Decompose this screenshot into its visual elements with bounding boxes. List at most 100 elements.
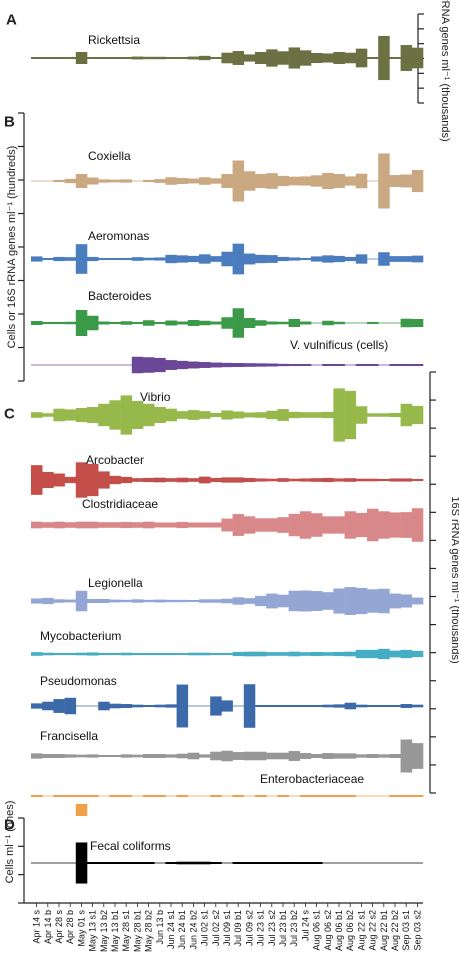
bar-aeromonas-12 [165,254,177,264]
panel-letter-a: A [6,11,17,28]
bar-vibrio-21 [266,410,278,420]
bar-coxiella-17 [221,173,233,189]
bar-clostridiaceae-27 [333,516,345,534]
bar-francisella-27 [333,753,345,759]
bar-mycobacterium-3 [64,652,77,656]
bar-coxiella-23 [288,176,301,186]
bar-arcobacter-1 [42,471,54,489]
bar-clostridiaceae-5 [87,521,99,529]
bar-pseudomonas-0 [31,703,43,709]
bar-fecal-coliforms-24 [299,862,312,864]
bar-vibrio-30 [367,413,379,417]
series-label-rickettsia: Rickettsia [88,33,140,47]
bar-vibrio-10 [143,403,155,427]
bar-bacteroides-8 [120,321,133,325]
sample-label: Aug 06 s1 [312,910,322,951]
bar-legionella-7 [109,599,121,603]
bar-fecal-coliforms-7 [109,862,121,864]
bar-bacteroides-33 [400,318,413,328]
bar-aeromonas-1 [42,258,54,260]
bar-clostridiaceae-33 [400,512,413,538]
bar-mycobacterium-26 [322,652,334,656]
bar-enterobacteriaceae-20 [255,795,267,797]
bar-coxiella-13 [176,178,189,184]
bar-clostridiaceae-10 [143,521,155,529]
bar-aeromonas-2 [53,256,65,262]
bar-mycobacterium-13 [176,653,189,655]
bar-coxiella-27 [333,173,345,189]
bar-coxiella-18 [232,160,245,202]
bar-coxiella-19 [243,171,256,191]
bar-pseudomonas-27 [333,704,345,708]
bar-coxiella-24 [299,176,312,186]
bar-arcobacter-23 [288,478,301,482]
bar-bacteroides-12 [165,320,177,326]
bar-clostridiaceae-8 [120,521,133,529]
bar-fecal-coliforms-22 [277,862,289,864]
bar-francisella-22 [277,752,289,760]
series-label-legionella: Legionella [88,576,143,590]
bar-pseudomonas-11 [154,704,166,708]
bar-clostridiaceae-20 [255,518,267,532]
bar-rickettsia-17 [221,52,233,64]
bar-aeromonas-11 [154,257,166,261]
bar-francisella-25 [311,754,323,758]
sample-label: Jul 23 s1 [256,910,266,946]
bar-aeromonas-9 [131,257,144,261]
bar-v-vulnificus-cells-17 [221,362,233,368]
bar-pseudomonas-2 [53,699,65,713]
bar-coxiella-4 [75,173,88,189]
bar-bacteroides-1 [42,322,54,324]
bar-francisella-31 [378,754,390,758]
bar-bacteroides-13 [176,321,189,325]
bar-arcobacter-30 [367,478,379,482]
series-pseudomonas [31,684,424,728]
bar-aeromonas-19 [243,253,256,265]
bar-arcobacter-13 [176,477,189,483]
bar-clostridiaceae-19 [243,516,256,534]
bar-v-vulnificus-cells-20 [255,363,267,367]
bar-arcobacter-15 [199,476,211,484]
bar-aeromonas-13 [176,255,189,263]
sample-label: May 01 s [76,910,86,947]
bar-arcobacter-7 [109,475,121,485]
bar-clostridiaceae-26 [322,516,334,534]
bar-clostridiaceae-31 [378,511,390,539]
bar-legionella-22 [277,594,289,608]
bar-vibrio-25 [311,412,323,418]
sample-label: Jul 23 b2 [289,910,299,947]
bar-fecal-coliforms-8 [120,862,133,864]
bar-v-vulnificus-cells-13 [176,360,189,370]
bar-arcobacter-33 [400,478,413,482]
bar-coxiella-22 [277,175,289,187]
bar-bacteroides-11 [154,322,166,324]
bar-francisella-5 [87,754,99,758]
bar-francisella-16 [210,751,222,761]
bar-legionella-18 [232,597,245,605]
bar-legionella-26 [322,592,334,610]
bar-pseudomonas-23 [288,705,301,707]
bar-fecal-coliforms-19 [243,862,256,864]
panel-c-axis-label: 16S rRNA genes ml⁻¹ (thousands) [449,496,459,663]
bar-francisella-6 [98,755,110,757]
bar-enterobacteriaceae-26 [322,795,334,797]
bar-bacteroides-14 [187,320,200,326]
bar-pseudomonas-16 [210,696,222,716]
bar-coxiella-29 [355,173,368,189]
bar-vibrio-6 [98,403,110,427]
bar-mycobacterium-5 [87,652,99,656]
bar-rickettsia-13 [176,57,189,59]
bar-arcobacter-27 [333,478,345,482]
series-francisella [31,739,424,773]
bar-coxiella-2 [53,179,65,183]
bar-francisella-23 [288,751,301,761]
bar-pseudomonas-13 [176,684,189,728]
bar-coxiella-11 [154,179,166,183]
bar-clostridiaceae-13 [176,521,189,529]
bar-legionella-24 [299,590,312,612]
series-fecal-coliforms [31,842,423,884]
bar-fecal-coliforms-23 [288,862,301,864]
bar-v-vulnificus-cells-27 [333,364,345,366]
sample-label: Aug 22 s2 [368,910,378,951]
bar-v-vulnificus-cells-30 [367,364,379,366]
